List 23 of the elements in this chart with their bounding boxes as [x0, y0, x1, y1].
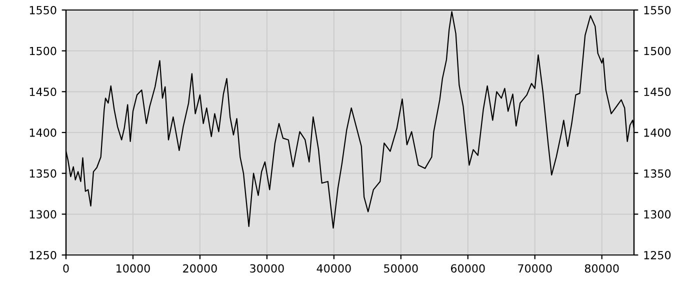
x-tick-label: 70000 — [518, 264, 552, 273]
y-tick-label: 1250 — [30, 250, 56, 260]
y2-tick-label: 1300 — [644, 210, 671, 219]
y2-tick-label: 1400 — [644, 128, 671, 137]
y2-tick-label: 1500 — [644, 46, 671, 56]
y2-tick-label: 1550 — [644, 6, 671, 14]
x-tick-label: 0 — [63, 264, 69, 273]
y-tick-label: 1350 — [30, 169, 56, 178]
x-tick-label: 80000 — [584, 264, 619, 273]
y2-tick-label: 1450 — [644, 88, 671, 96]
y-tick-label: 1500 — [30, 46, 56, 56]
y-tick-label: 1550 — [30, 6, 56, 14]
x-tick-label: 10000 — [116, 264, 150, 273]
y-tick-label: 1450 — [30, 88, 56, 96]
x-tick-label: 30000 — [250, 264, 284, 273]
y-tick-label: 1400 — [30, 128, 56, 137]
x-tick-label: 20000 — [183, 264, 217, 273]
y2-tick-label: 1250 — [644, 250, 671, 260]
x-tick-label: 50000 — [384, 264, 418, 273]
y2-tick-label: 1350 — [644, 169, 671, 178]
y-tick-label: 1300 — [30, 210, 56, 219]
x-tick-label: 60000 — [450, 264, 485, 273]
x-tick-label: 40000 — [316, 264, 351, 273]
